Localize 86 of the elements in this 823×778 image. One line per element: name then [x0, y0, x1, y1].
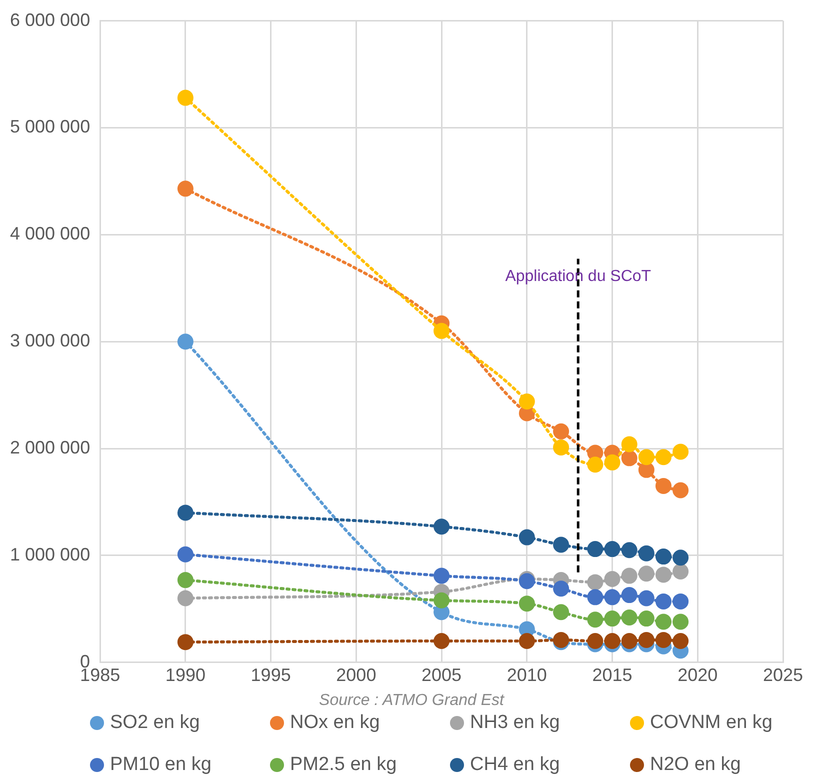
y-tick-label: 6 000 000 — [10, 10, 90, 30]
point — [553, 580, 570, 597]
point — [177, 634, 194, 650]
point — [587, 574, 604, 590]
point — [518, 633, 535, 650]
point — [587, 633, 604, 650]
legend-label: NH3 en kg — [470, 712, 560, 734]
point — [621, 609, 638, 626]
point — [621, 633, 638, 650]
legend-label: COVNM en kg — [650, 712, 772, 734]
point — [177, 546, 194, 562]
point — [553, 604, 570, 620]
point — [655, 566, 672, 583]
point — [621, 542, 638, 558]
point — [518, 596, 535, 612]
point — [638, 545, 654, 562]
point — [672, 482, 689, 498]
point — [621, 450, 638, 466]
point — [177, 504, 194, 521]
point — [604, 570, 620, 587]
point — [672, 444, 689, 460]
y-tick-label: 5 000 000 — [10, 116, 90, 137]
point — [655, 478, 672, 494]
point — [553, 536, 570, 553]
point — [655, 632, 672, 648]
legend-label: NOx en kg — [290, 712, 380, 734]
point — [672, 550, 689, 566]
point — [518, 529, 535, 546]
point — [177, 590, 194, 606]
point — [638, 449, 654, 466]
point — [638, 610, 654, 627]
point — [655, 593, 672, 610]
point — [434, 518, 450, 535]
point — [604, 541, 620, 558]
y-tick-label: 4 000 000 — [10, 224, 90, 244]
point — [621, 587, 638, 604]
point — [434, 633, 450, 650]
x-tick-label: 2020 — [678, 665, 718, 686]
y-tick-label: 2 000 000 — [10, 438, 90, 458]
legend-label: SO2 en kg — [110, 712, 200, 734]
x-tick-label: 1995 — [250, 665, 291, 686]
x-tick-label: 2010 — [506, 665, 547, 686]
legend-label: PM10 en kg — [110, 754, 212, 776]
y-tick-label: 3 000 000 — [10, 330, 90, 351]
point — [177, 334, 194, 350]
point — [604, 454, 620, 470]
point — [553, 423, 570, 440]
point — [672, 564, 689, 580]
point — [434, 592, 450, 608]
point — [655, 614, 672, 630]
x-tick-label: 1990 — [165, 665, 206, 686]
point — [621, 568, 638, 584]
point — [638, 632, 654, 648]
legend-label: N2O en kg — [650, 754, 741, 776]
point — [587, 456, 604, 473]
point — [638, 462, 654, 478]
point — [604, 589, 620, 606]
y-tick-label: 1 000 000 — [10, 544, 90, 564]
ref-line-label: Application du SCoT — [505, 268, 652, 286]
point — [655, 548, 672, 565]
x-tick-label: 2005 — [422, 665, 462, 686]
point — [434, 568, 450, 584]
point — [604, 610, 620, 627]
point — [587, 589, 604, 606]
legend-label: PM2.5 en kg — [290, 754, 397, 776]
point — [672, 614, 689, 630]
x-tick-label: 2000 — [336, 665, 376, 686]
x-tick-label: 2015 — [592, 665, 632, 686]
point — [672, 633, 689, 650]
point — [177, 90, 194, 106]
point — [638, 566, 654, 582]
point — [587, 541, 604, 558]
point — [553, 439, 570, 456]
source-note: Source : ATMO Grand Est — [318, 692, 506, 710]
point — [434, 322, 450, 339]
legend-label: CH4 en kg — [470, 754, 560, 776]
point — [177, 180, 194, 197]
point — [672, 593, 689, 610]
point — [638, 590, 654, 606]
point — [604, 633, 620, 650]
point — [518, 393, 535, 410]
point — [621, 436, 638, 452]
point — [587, 612, 604, 628]
point — [177, 572, 194, 588]
point — [655, 449, 672, 466]
x-tick-label: 2025 — [762, 665, 804, 686]
